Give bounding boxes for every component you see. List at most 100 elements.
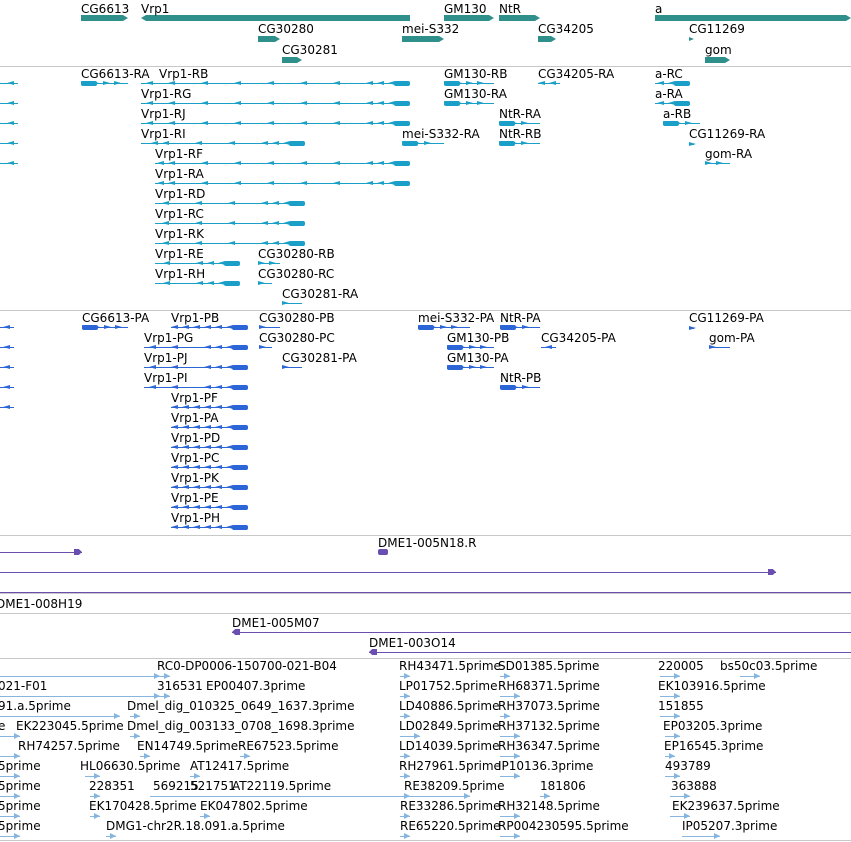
feature-glyph[interactable] [500,325,540,330]
feature-glyph[interactable] [689,37,694,41]
feature-glyph[interactable] [259,325,280,330]
feature-glyph[interactable] [0,549,82,555]
feature-glyph[interactable] [0,733,20,739]
feature-glyph[interactable] [144,345,248,350]
feature-glyph[interactable] [499,141,540,146]
feature-glyph[interactable] [0,673,160,679]
feature-glyph[interactable] [141,101,410,106]
feature-glyph[interactable] [0,365,14,370]
feature-glyph[interactable] [240,753,250,759]
feature-glyph[interactable] [0,81,18,86]
feature-glyph[interactable] [500,693,520,699]
feature-glyph[interactable] [670,813,690,819]
feature-glyph[interactable] [155,201,305,206]
feature-glyph[interactable] [82,325,128,330]
feature-glyph[interactable] [447,345,494,350]
feature-glyph[interactable] [709,345,730,350]
feature-glyph[interactable] [660,713,680,719]
feature-glyph[interactable] [705,57,730,63]
feature-glyph[interactable] [85,773,100,779]
feature-glyph[interactable] [155,221,305,226]
feature-glyph[interactable] [141,121,410,126]
feature-glyph[interactable] [140,753,150,759]
feature-glyph[interactable] [0,569,776,575]
feature-glyph[interactable] [171,425,248,430]
feature-glyph[interactable] [258,261,280,266]
feature-glyph[interactable] [655,81,690,86]
feature-glyph[interactable] [0,753,20,759]
feature-glyph[interactable] [0,713,120,719]
feature-glyph[interactable] [400,813,410,819]
feature-glyph[interactable] [655,15,851,21]
feature-glyph[interactable] [0,385,14,390]
feature-glyph[interactable] [541,345,556,350]
feature-glyph[interactable] [663,121,700,126]
feature-glyph[interactable] [500,753,520,759]
feature-glyph[interactable] [500,733,520,739]
feature-glyph[interactable] [369,649,851,655]
feature-glyph[interactable] [150,793,470,799]
feature-glyph[interactable] [499,15,540,21]
feature-glyph[interactable] [90,793,100,799]
feature-glyph[interactable] [665,733,680,739]
feature-glyph[interactable] [160,693,170,699]
feature-glyph[interactable] [660,673,680,679]
feature-glyph[interactable] [670,793,690,799]
feature-glyph[interactable] [258,281,272,286]
feature-glyph[interactable] [259,345,272,350]
feature-glyph[interactable] [232,629,851,635]
feature-glyph[interactable] [402,141,444,146]
feature-glyph[interactable] [0,793,20,799]
feature-glyph[interactable] [665,773,680,779]
feature-glyph[interactable] [444,15,494,21]
feature-glyph[interactable] [655,101,690,106]
feature-glyph[interactable] [500,713,510,719]
feature-glyph[interactable] [400,673,410,679]
feature-glyph[interactable] [402,36,444,42]
feature-glyph[interactable] [400,693,410,699]
feature-glyph[interactable] [500,813,520,819]
feature-glyph[interactable] [190,773,200,779]
feature-glyph[interactable] [400,793,410,799]
feature-glyph[interactable] [144,365,248,370]
feature-glyph[interactable] [0,141,18,146]
feature-glyph[interactable] [0,161,18,166]
feature-glyph[interactable] [200,813,210,819]
feature-glyph[interactable] [0,101,18,106]
feature-glyph[interactable] [171,445,248,450]
feature-glyph[interactable] [160,673,170,679]
feature-glyph[interactable] [447,365,494,370]
feature-glyph[interactable] [0,592,851,593]
feature-glyph[interactable] [171,405,248,410]
feature-glyph[interactable] [444,81,494,86]
feature-glyph[interactable] [444,101,494,106]
feature-glyph[interactable] [130,713,140,719]
feature-glyph[interactable] [282,57,302,63]
feature-glyph[interactable] [81,81,128,86]
feature-glyph[interactable] [0,405,14,410]
feature-glyph[interactable] [500,833,520,839]
feature-glyph[interactable] [400,713,410,719]
feature-glyph[interactable] [400,773,410,779]
feature-glyph[interactable] [171,485,248,490]
feature-glyph[interactable] [155,161,410,166]
feature-glyph[interactable] [660,693,680,699]
feature-glyph[interactable] [90,813,100,819]
feature-glyph[interactable] [400,753,410,759]
feature-glyph[interactable] [0,773,20,779]
feature-glyph[interactable] [740,673,760,679]
feature-glyph[interactable] [171,525,248,530]
feature-glyph[interactable] [144,385,248,390]
feature-glyph[interactable] [130,733,140,739]
feature-glyph[interactable] [540,793,550,799]
feature-glyph[interactable] [538,81,560,86]
feature-glyph[interactable] [282,365,302,370]
feature-glyph[interactable] [400,833,410,839]
feature-glyph[interactable] [106,833,116,839]
feature-glyph[interactable] [282,301,302,306]
feature-glyph[interactable] [171,325,248,330]
feature-glyph[interactable] [155,181,410,186]
feature-glyph[interactable] [0,813,20,819]
feature-glyph[interactable] [155,241,305,246]
feature-glyph[interactable] [418,325,470,330]
